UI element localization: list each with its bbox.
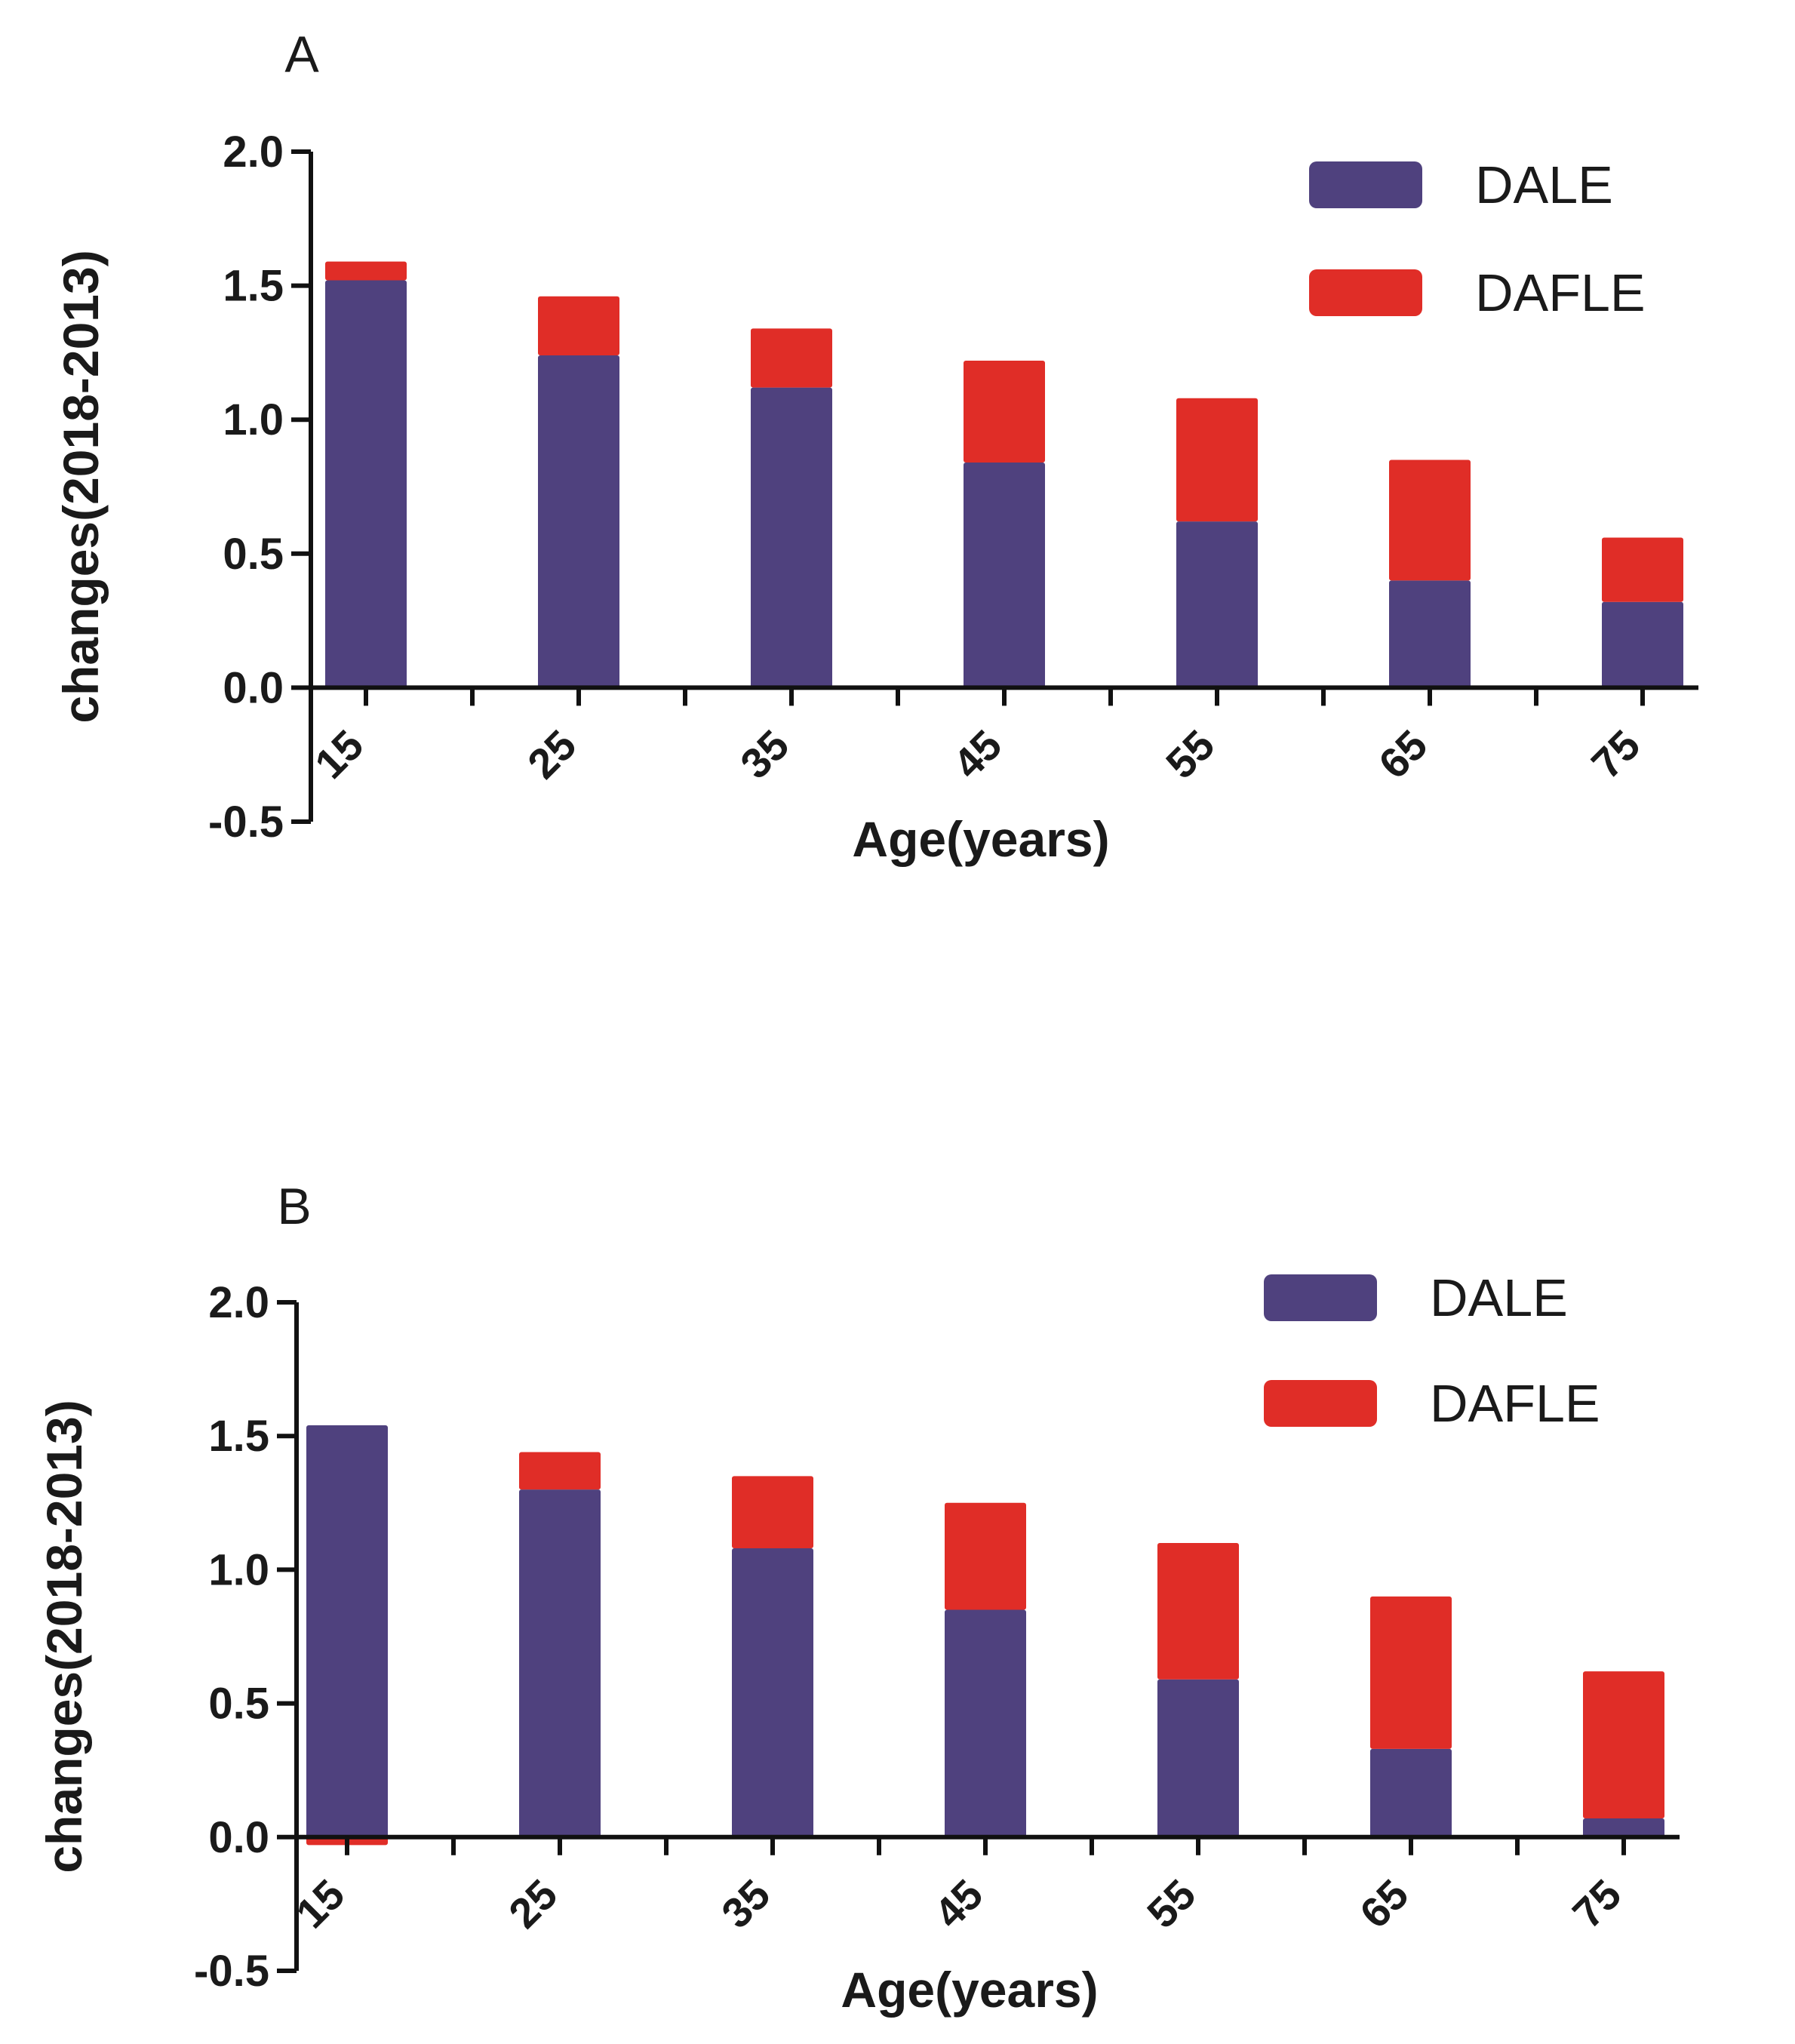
x-tick-label: 25 bbox=[518, 721, 586, 788]
y-tick-label: -0.5 bbox=[194, 1947, 269, 1996]
bar-dale-45 bbox=[964, 463, 1045, 688]
x-tick-label: 35 bbox=[712, 1870, 779, 1938]
legend: DALE DAFLE bbox=[1264, 1268, 1600, 1433]
bar-dafle-65 bbox=[1389, 460, 1471, 581]
panel-label: B bbox=[277, 1178, 311, 1235]
bar-dafle-45 bbox=[964, 361, 1045, 463]
legend-swatch-dale bbox=[1264, 1274, 1377, 1321]
y-axis-title: changes(2018-2013) bbox=[36, 1400, 92, 1873]
bar-dafle-35 bbox=[732, 1476, 813, 1549]
y-tick-label: 2.0 bbox=[208, 1278, 269, 1327]
x-tick-label: 45 bbox=[925, 1870, 992, 1938]
y-tick-label: 1.5 bbox=[208, 1412, 269, 1461]
bar-dafle-65 bbox=[1370, 1596, 1452, 1749]
x-tick-label: 35 bbox=[731, 721, 798, 788]
legend-swatch-dafle bbox=[1264, 1380, 1377, 1427]
bar-dale-75 bbox=[1602, 601, 1683, 688]
legend-swatch-dafle bbox=[1309, 269, 1422, 316]
legend-label-dafle: DAFLE bbox=[1475, 263, 1646, 322]
bar-dafle-75 bbox=[1602, 537, 1683, 602]
bar-dale-25 bbox=[538, 355, 619, 688]
chart-panel-A: A -0.5 0.0 0.5 1.0 1.5 2.0 15 25 35 45 55 65 75 Age(ye… bbox=[53, 26, 1698, 867]
bar-dale-25 bbox=[519, 1489, 601, 1837]
x-tick-label: 45 bbox=[944, 721, 1011, 788]
y-tick-label: 1.5 bbox=[223, 262, 284, 311]
bar-dale-75 bbox=[1583, 1818, 1664, 1837]
y-tick-label: 1.0 bbox=[223, 395, 284, 444]
y-tick-label: 0.5 bbox=[223, 530, 284, 579]
bar-dale-55 bbox=[1157, 1679, 1239, 1837]
y-axis-title: changes(2018-2013) bbox=[53, 250, 109, 723]
bar-dale-65 bbox=[1370, 1748, 1452, 1837]
x-tick-label: 55 bbox=[1138, 1870, 1205, 1938]
legend-label-dafle: DAFLE bbox=[1430, 1374, 1600, 1433]
panel-label: A bbox=[284, 26, 319, 83]
bar-dafle-25 bbox=[519, 1452, 601, 1490]
x-tick-label: 55 bbox=[1157, 721, 1224, 788]
legend-label-dale: DALE bbox=[1430, 1268, 1568, 1327]
legend-label-dale: DALE bbox=[1475, 155, 1613, 214]
legend: DALE DAFLE bbox=[1309, 155, 1646, 322]
chart-panel-B: B-0.50.00.51.01.52.015 25 35 45 55 65 75Age(ye… bbox=[36, 1178, 1680, 2018]
x-axis-title: Age(years) bbox=[841, 1962, 1098, 2018]
x-tick-label: 15 bbox=[306, 721, 373, 788]
x-tick-label: 75 bbox=[1563, 1870, 1631, 1938]
y-tick-label: 0.5 bbox=[208, 1680, 269, 1729]
bar-dafle-25 bbox=[538, 296, 619, 355]
bar-dale-35 bbox=[751, 387, 832, 688]
bar-dafle-35 bbox=[751, 328, 832, 388]
y-tick-label: -0.5 bbox=[208, 798, 284, 847]
x-tick-label: 25 bbox=[499, 1870, 567, 1938]
bar-dale-55 bbox=[1176, 521, 1258, 688]
bar-dafle-45 bbox=[945, 1502, 1026, 1610]
y-tick-label: 0.0 bbox=[223, 663, 284, 712]
bar-dale-15 bbox=[325, 280, 407, 688]
bar-dale-35 bbox=[732, 1548, 813, 1837]
bar-dale-45 bbox=[945, 1609, 1026, 1837]
bar-dafle-55 bbox=[1176, 398, 1258, 522]
bar-dale-15 bbox=[306, 1425, 388, 1837]
x-tick-label: 65 bbox=[1369, 721, 1437, 788]
bar-dafle-75 bbox=[1583, 1671, 1664, 1818]
y-tick-label: 1.0 bbox=[208, 1545, 269, 1594]
x-tick-label: 75 bbox=[1582, 721, 1649, 788]
bar-dale-65 bbox=[1389, 580, 1471, 688]
y-tick-label: 0.0 bbox=[208, 1813, 269, 1862]
legend-swatch-dale bbox=[1309, 161, 1422, 208]
x-axis-title: Age(years) bbox=[852, 811, 1109, 867]
bar-dafle-55 bbox=[1157, 1542, 1239, 1680]
x-tick-label: 65 bbox=[1351, 1870, 1418, 1938]
bar-dafle-15 bbox=[325, 261, 407, 281]
y-tick-label: 2.0 bbox=[223, 128, 284, 177]
